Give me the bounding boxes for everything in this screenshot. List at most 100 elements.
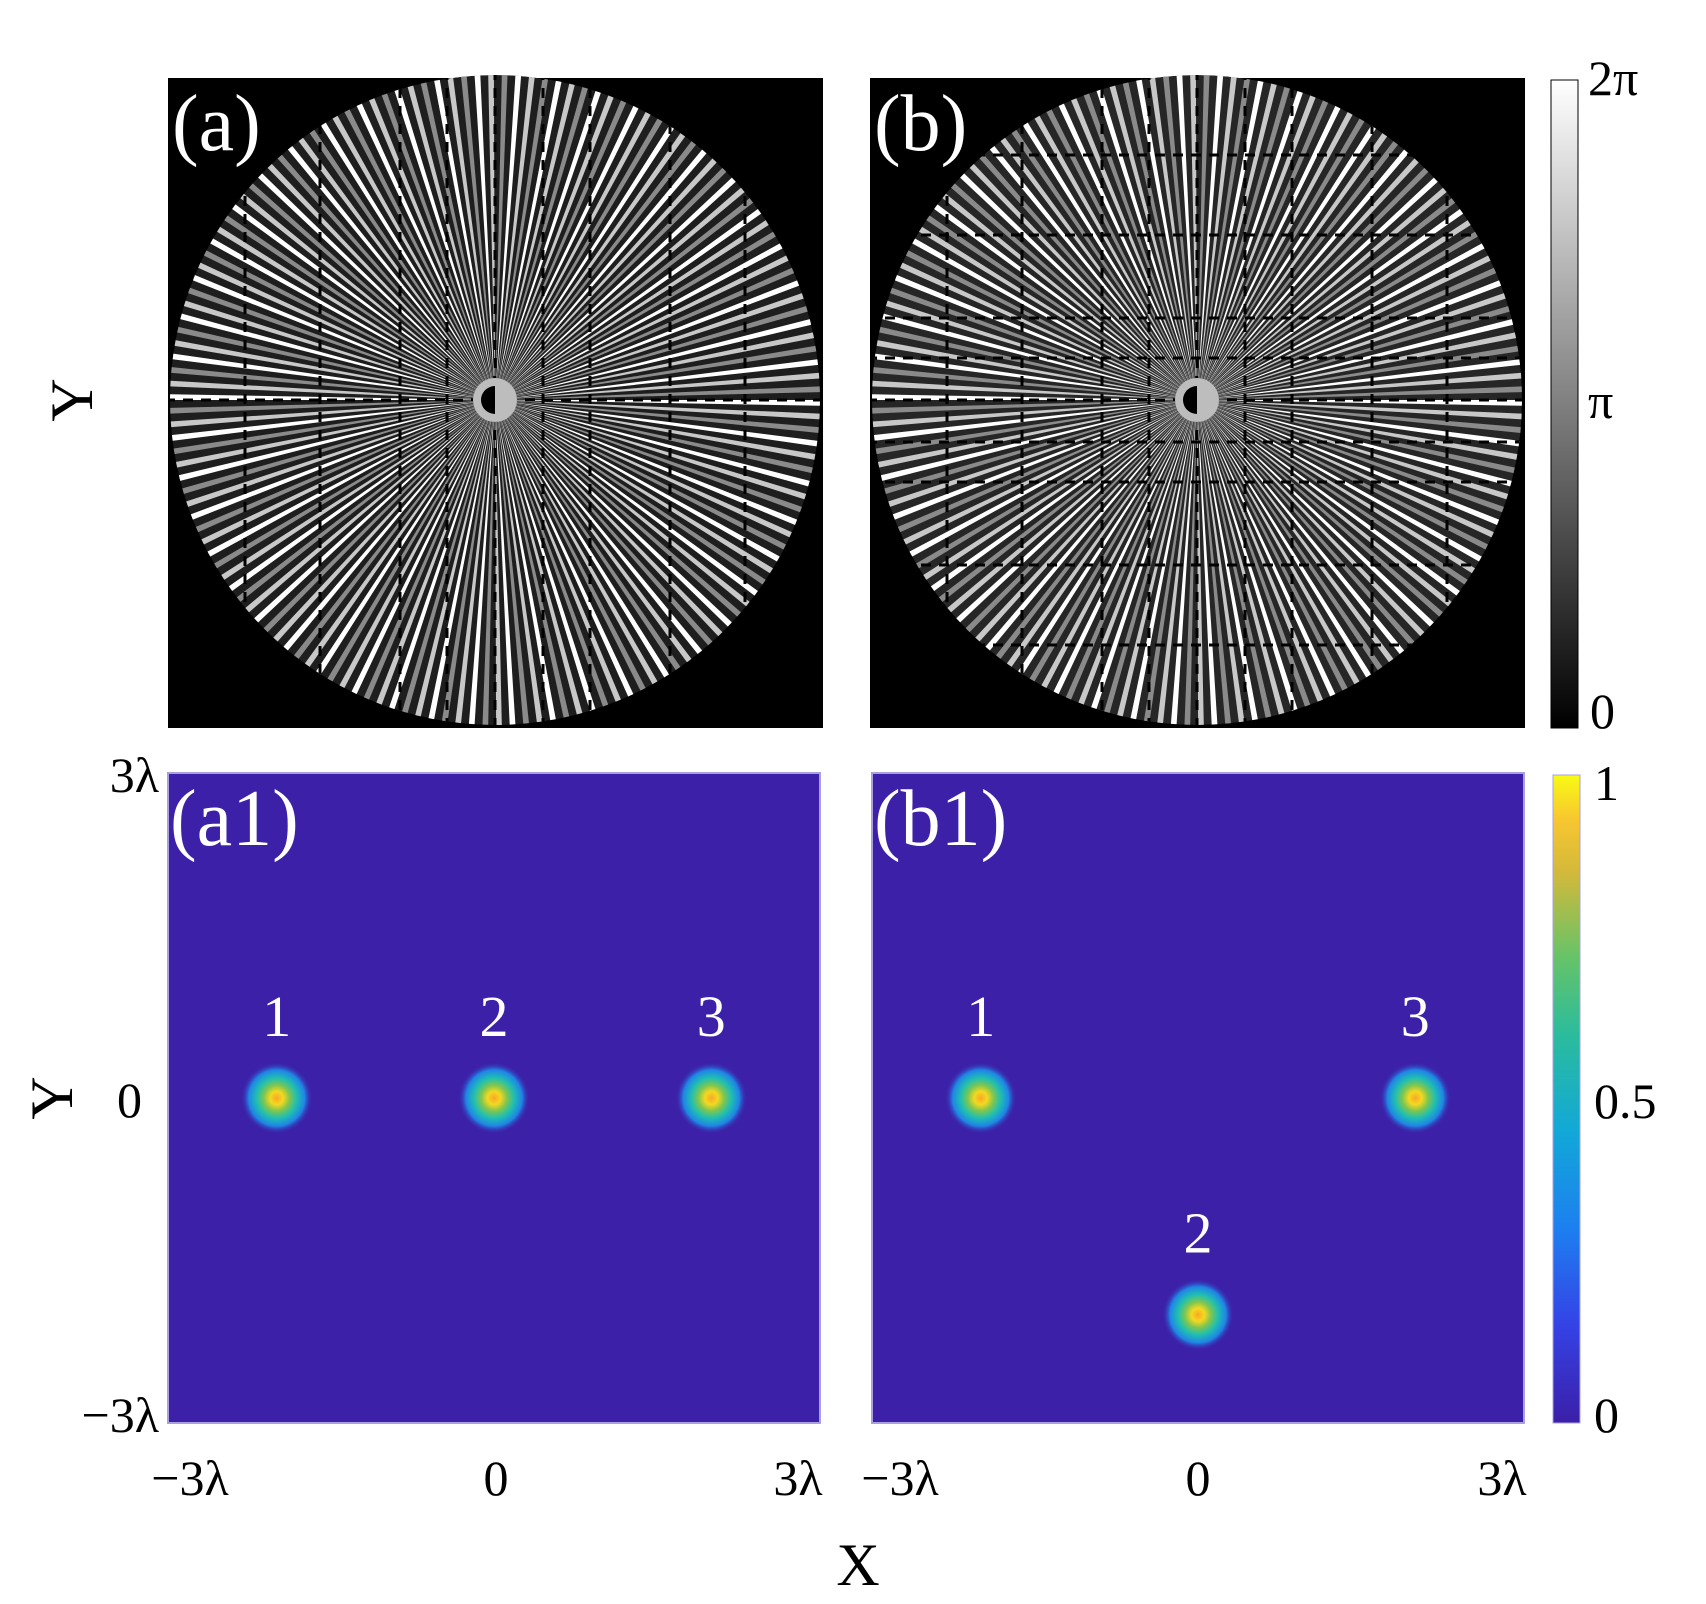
phase-a-ray <box>495 400 778 576</box>
phase-b-ray <box>1170 400 1197 725</box>
phase-a-ray <box>495 400 815 488</box>
phase-colorbar-tick-min: 0 <box>1590 683 1615 739</box>
phase-a-ray <box>495 75 549 400</box>
phase-b-ray <box>1197 400 1286 720</box>
phase-b-ray <box>1197 400 1520 475</box>
phase-b-ray <box>872 400 1197 428</box>
phase-b-ray <box>1197 400 1480 576</box>
phase-b-ray <box>1197 372 1522 400</box>
spot-2 <box>1162 1278 1234 1351</box>
phase-a-ray <box>495 400 648 696</box>
phase-b-ray <box>872 366 1197 400</box>
phase-a-ray <box>284 142 495 400</box>
spot-label-2: 2 <box>1184 1201 1213 1266</box>
phase-a-ray <box>495 129 689 400</box>
phase-colorbar-tick-mid: π <box>1588 373 1613 429</box>
phase-a-ray <box>349 400 495 699</box>
phase-b-ray <box>1082 88 1197 400</box>
radial-phase-rays-b <box>872 75 1522 725</box>
center-vortex-a <box>481 386 495 414</box>
spot-3 <box>1379 1062 1452 1134</box>
phase-a-ray <box>280 400 495 655</box>
phase-a-ray <box>495 101 641 401</box>
phase-a-ray <box>495 400 736 631</box>
phase-a-ray <box>274 150 495 400</box>
phase-b-ray <box>922 212 1197 400</box>
phase-a-ray <box>495 265 799 400</box>
phase-b-ray <box>1076 400 1197 710</box>
phase-b-ray <box>879 400 1197 496</box>
phase-a-ray <box>220 212 495 400</box>
phase-a-ray <box>264 160 495 400</box>
phase-b-ray <box>1197 400 1374 682</box>
phase-a-ray <box>495 345 820 400</box>
phase-a-ray <box>254 169 495 400</box>
phase-a-ray <box>495 400 820 434</box>
phase-a-ray <box>495 331 819 400</box>
phase-a-ray <box>212 224 495 400</box>
phase-b-ray <box>1197 331 1521 400</box>
phase-b-ray <box>1197 129 1391 400</box>
a1-ytick-top: 3λ <box>110 747 159 803</box>
phase-a-ray <box>495 75 508 400</box>
phase-b-ray <box>919 400 1197 583</box>
intensity-colorbar-gradient <box>1552 774 1581 1424</box>
intensity-colorbar-tick-min: 0 <box>1594 1387 1619 1443</box>
spot-label-1: 1 <box>262 984 291 1049</box>
phase-colorbar-tick-max: 2π <box>1588 50 1638 106</box>
phase-a-ray <box>488 75 495 400</box>
phase-b-ray <box>1197 114 1367 400</box>
phase-b-ray <box>1015 400 1197 679</box>
intensity-panel-a1: 1 2 3 (a1) <box>167 772 821 1424</box>
phase-a-ray <box>427 400 495 725</box>
phase-b-ray <box>872 352 1197 400</box>
center-vortex-b <box>1183 386 1197 414</box>
phase-a-ray <box>495 400 818 475</box>
phase-a-ray <box>290 400 495 663</box>
panel-label-a1: (a1) <box>170 775 299 863</box>
phase-b-ray <box>1197 206 1468 400</box>
phase-a-ray <box>454 400 495 725</box>
phase-b-ray <box>1197 400 1522 448</box>
phase-a-ray <box>441 400 495 725</box>
phase-b-ray <box>1197 174 1442 400</box>
phase-a-ray <box>495 217 773 400</box>
phase-a-ray <box>380 88 495 400</box>
phase-a-ray <box>199 248 495 400</box>
phase-a-ray <box>495 400 791 552</box>
intensity-panel-b1: 1 2 3 (b1) <box>871 772 1525 1424</box>
spot-label-1: 1 <box>966 984 995 1049</box>
spot-2 <box>458 1062 530 1134</box>
phase-b-ray <box>1095 84 1197 401</box>
phase-b-ray <box>992 400 1197 663</box>
phase-b-ray <box>947 180 1197 400</box>
phase-b-ray <box>1032 111 1197 401</box>
phase-b-ray <box>1197 400 1456 610</box>
phase-a-ray <box>495 400 820 461</box>
phase-a-ray <box>495 195 758 400</box>
b1-xtick-zero: 0 <box>1186 1450 1211 1506</box>
phase-b-ray <box>1197 345 1522 400</box>
phase-a-ray <box>205 236 496 400</box>
phase-a-ray <box>495 400 597 716</box>
phase-a-ray <box>495 241 787 400</box>
phase-a-ray <box>217 400 495 583</box>
phase-a-ray <box>342 104 495 401</box>
phase-a-ray <box>482 400 495 725</box>
phase-a-ray <box>495 400 770 588</box>
phase-b-ray <box>893 400 1197 535</box>
phase-b-ray <box>872 400 1197 455</box>
phase-b-ray <box>1056 99 1197 400</box>
phase-a-ray <box>495 229 781 400</box>
phase-b-ray <box>1197 86 1305 400</box>
phase-b-ray <box>873 400 1197 469</box>
spots-b1: 1 2 3 <box>944 984 1452 1351</box>
phase-b-ray <box>1197 400 1338 701</box>
phase-b-ray <box>1197 400 1509 514</box>
phase-b-ray <box>1197 95 1331 401</box>
phase-b-ray <box>1197 145 1412 400</box>
phase-b-ray <box>1197 217 1475 400</box>
phase-a-ray <box>419 77 495 401</box>
phase-a-ray <box>495 75 536 400</box>
phase-a-ray <box>495 372 820 400</box>
